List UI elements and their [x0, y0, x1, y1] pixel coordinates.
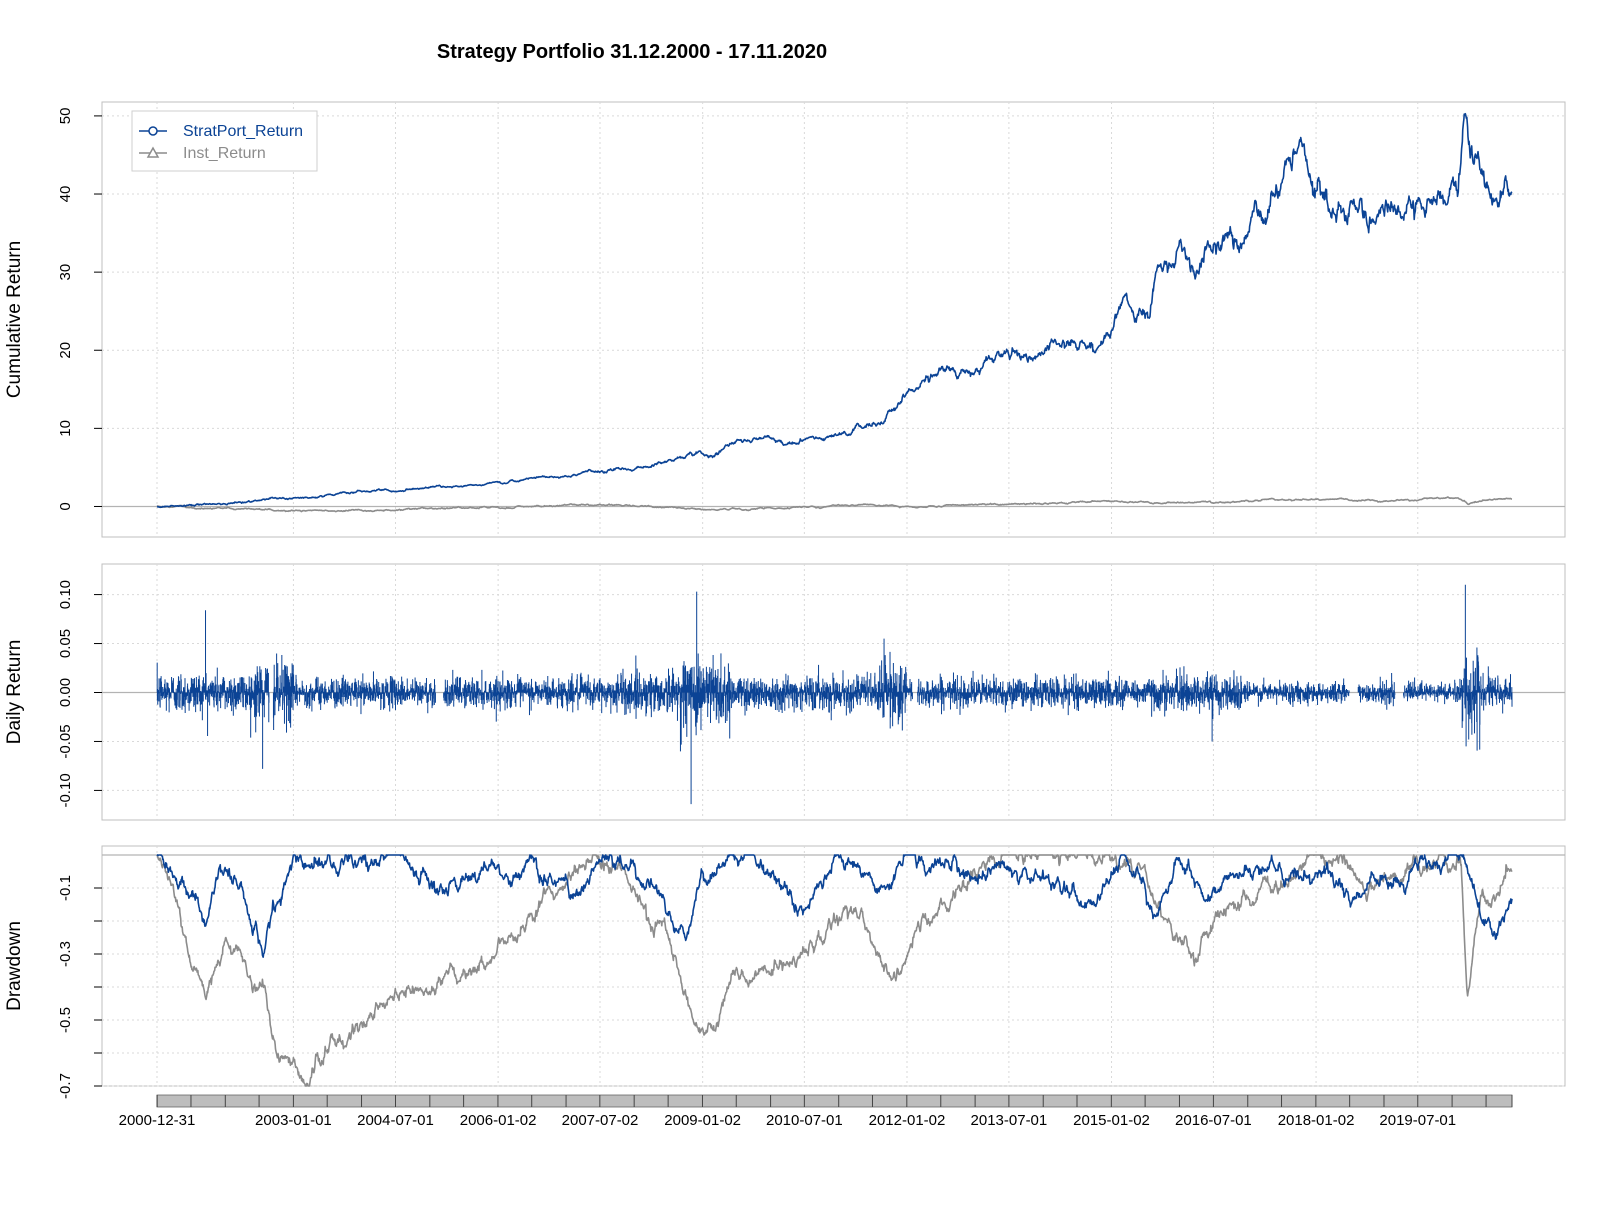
- x-tick-label: 2013-07-01: [971, 1112, 1048, 1129]
- y-tick-label: 30: [57, 264, 74, 281]
- panel-daily: -0.10 -0.05 0.00 0.05 0.10 Daily Return: [4, 563, 1566, 821]
- series-inst-return: [156, 854, 1513, 1087]
- y-tick-label: 50: [57, 108, 74, 125]
- y-axis-label: Cumulative Return: [4, 241, 25, 398]
- x-tick-label: 2012-01-02: [869, 1112, 946, 1129]
- y-tick-label: -0.7: [57, 1073, 74, 1099]
- x-tick-label: 2009-01-02: [664, 1112, 741, 1129]
- series-inst-return: [156, 496, 1513, 513]
- legend-circle-marker: [148, 126, 158, 136]
- panel-drawdown: -0.7 -0.5 -0.3 -0.1 Drawdown: [4, 845, 1566, 1099]
- y-tick-label: -0.10: [57, 773, 74, 807]
- x-tick-label: 2006-01-02: [460, 1112, 537, 1129]
- x-tick-label: 2000-12-31: [119, 1112, 196, 1129]
- x-axis-band: [156, 1094, 1513, 1108]
- series-stratport-return: [156, 112, 1513, 509]
- legend-triangle-marker: [146, 146, 160, 158]
- x-tick-label: 2003-01-01: [255, 1112, 332, 1129]
- y-tick-label: -0.5: [57, 1007, 74, 1033]
- y-tick-label: 0: [57, 502, 74, 510]
- y-tick-label: 0.00: [57, 678, 74, 707]
- y-tick-label: -0.3: [57, 941, 74, 967]
- x-tick-label: 2018-01-02: [1278, 1112, 1355, 1129]
- legend-box: [131, 110, 318, 172]
- x-tick-label: 2016-07-01: [1175, 1112, 1252, 1129]
- panel-frame: [101, 845, 1566, 1087]
- x-tick-label: 2007-07-02: [562, 1112, 639, 1129]
- y-tick-label: 10: [57, 420, 74, 437]
- y-tick-label: 0.05: [57, 629, 74, 658]
- series-daily-return: [156, 584, 1513, 805]
- y-tick-label: -0.1: [57, 875, 74, 901]
- panel-cumulative: 0 10 20 30 40 50 Cumulative Return: [4, 101, 1566, 538]
- x-axis: 2000-12-31 2003-01-01 2004-07-01 2006-01-02…: [119, 1094, 1513, 1129]
- y-tick-label: 40: [57, 186, 74, 203]
- series-stratport-return: [156, 854, 1513, 958]
- x-tick-label: 2015-01-02: [1073, 1112, 1150, 1129]
- x-tick-label: 2010-07-01: [766, 1112, 843, 1129]
- y-axis-label: Drawdown: [4, 921, 25, 1011]
- y-tick-label: 0.10: [57, 580, 74, 609]
- y-tick-label: 20: [57, 342, 74, 359]
- y-tick-label: -0.05: [57, 724, 74, 758]
- panel-frame: [101, 101, 1566, 538]
- legend: StratPort_Return Inst_Return: [131, 110, 318, 172]
- legend-label: StratPort_Return: [183, 123, 303, 140]
- legend-label: Inst_Return: [183, 145, 266, 162]
- chart-title: Strategy Portfolio 31.12.2000 - 17.11.20…: [437, 41, 827, 63]
- x-tick-label: 2004-07-01: [357, 1112, 434, 1129]
- y-axis-label: Daily Return: [4, 640, 25, 745]
- x-tick-label: 2019-07-01: [1379, 1112, 1456, 1129]
